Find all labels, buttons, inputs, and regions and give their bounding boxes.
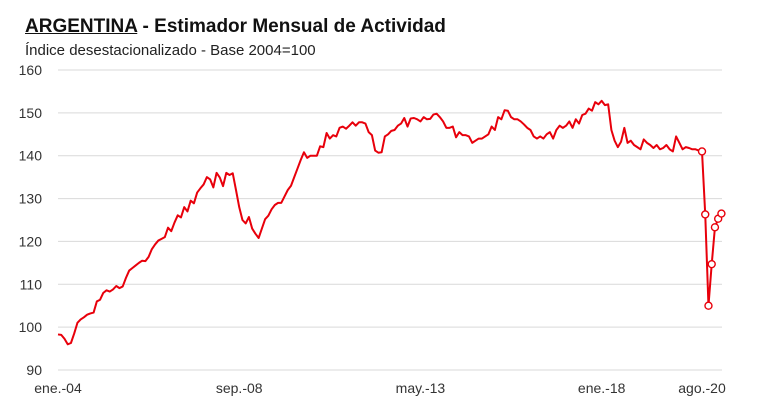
data-point-marker [710,223,720,232]
y-axis-ticks: 90 100 110 120 130 140 150 160 [19,62,43,378]
chart-subtitle: Índice desestacionalizado - Base 2004=10… [25,42,316,59]
x-tick-label: ene.-18 [578,380,626,396]
series-layer [57,99,726,346]
data-point-marker [701,210,710,219]
y-tick-label: 130 [19,191,43,207]
chart-title: ARGENTINA - Estimador Mensual de Activid… [25,16,446,38]
data-point-marker [717,209,726,218]
y-tick-label: 100 [19,319,43,335]
gridlines [58,69,722,371]
series-line [57,99,723,346]
y-tick-label: 150 [19,105,43,121]
y-tick-label: 160 [19,62,43,78]
data-point-marker [697,147,707,156]
data-point-marker [704,301,713,310]
y-tick-label: 110 [20,276,43,292]
x-tick-label: ene.-04 [34,380,82,396]
y-tick-label: 120 [19,233,43,249]
x-tick-label: sep.-08 [216,380,263,396]
y-tick-label: 90 [26,362,42,378]
y-tick-label: 140 [19,148,43,164]
data-point-marker [707,259,716,269]
chart-title-country: ARGENTINA [25,16,138,37]
chart-title-separator: - [137,16,155,37]
x-tick-label: ago.-20 [678,380,726,396]
chart-title-text: Estimador Mensual de Actividad [154,16,446,37]
x-tick-label: may.-13 [396,380,446,396]
x-axis-ticks: ene.-04 sep.-08 may.-13 ene.-18 ago.-20 [34,380,726,396]
